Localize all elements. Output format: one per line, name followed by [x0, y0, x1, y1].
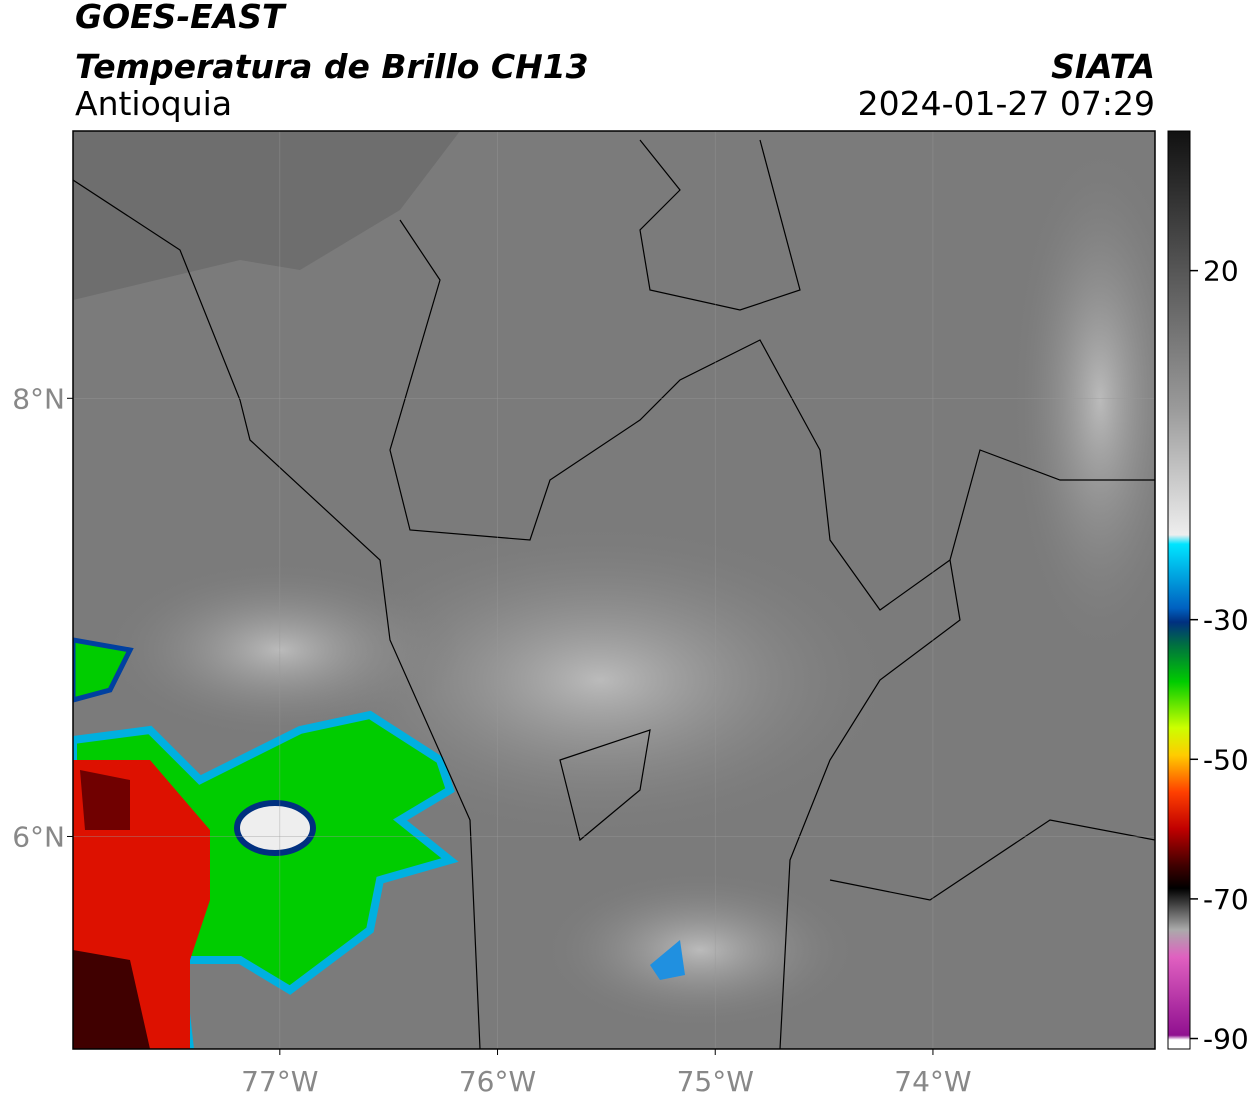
subtitle: Temperatura de Brillo CH13 — [75, 47, 589, 86]
boundary — [829, 819, 1155, 901]
bright-area — [540, 870, 860, 1030]
boundary — [779, 559, 961, 1049]
colorbar-tick-label: -50 — [1203, 743, 1249, 776]
bright-area — [1010, 140, 1155, 660]
cloud — [650, 940, 685, 980]
cloud-core — [80, 770, 130, 830]
colorbar-tick-label: -70 — [1203, 883, 1249, 916]
region: Antioquia — [75, 84, 232, 123]
cloud-core — [73, 950, 150, 1049]
source: SIATA — [1051, 47, 1155, 86]
colorbar — [1167, 130, 1191, 1050]
cloud-hole — [234, 800, 316, 856]
boundary — [639, 139, 801, 311]
bright-area — [300, 520, 900, 840]
boundary — [389, 219, 1155, 611]
x-tick-label: 74°W — [894, 1065, 971, 1098]
map-frame — [72, 130, 1156, 1050]
y-tick-label: 8°N — [12, 382, 65, 415]
colorbar-tick-label: 20 — [1203, 255, 1239, 288]
x-tick-label: 77°W — [241, 1065, 318, 1098]
colorbar-tick-label: -90 — [1203, 1023, 1249, 1056]
cloud — [73, 637, 134, 703]
boundary — [73, 179, 481, 1049]
x-tick-label: 76°W — [459, 1065, 536, 1098]
title: GOES-EAST — [75, 0, 287, 36]
colorbar-tick-label: -30 — [1203, 604, 1249, 637]
grid — [73, 131, 1155, 1049]
boundary — [559, 729, 651, 842]
sea — [73, 131, 460, 300]
y-tick-label: 6°N — [12, 820, 65, 853]
x-tick-label: 75°W — [677, 1065, 754, 1098]
datetime: 2024-01-27 07:29 — [858, 84, 1155, 123]
imagery — [73, 131, 1155, 1049]
